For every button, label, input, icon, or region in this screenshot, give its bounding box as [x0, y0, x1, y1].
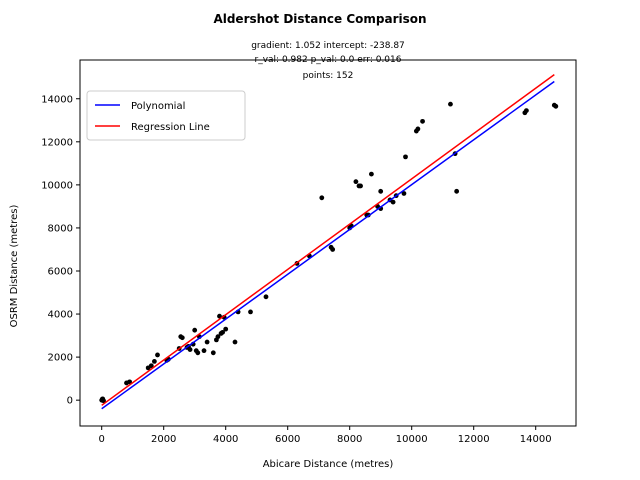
data-point	[217, 313, 222, 319]
x-axis: 0 2000 4000 6000 8000 10000 12000 14000	[99, 426, 552, 445]
data-point	[195, 350, 201, 356]
plot-frame	[79, 59, 577, 427]
legend-label-regression: Regression Line	[131, 122, 210, 133]
data-point	[223, 326, 229, 332]
x-tick-label: 14000	[520, 434, 552, 445]
polynomial-line	[101, 80, 555, 410]
y-axis: 0 2000 4000 6000 8000 10000 12000 14000	[41, 94, 80, 407]
data-point	[378, 188, 384, 194]
data-point	[192, 327, 198, 333]
x-axis-label: Abicare Distance (metres)	[263, 459, 394, 470]
data-point	[179, 335, 185, 341]
data-point	[454, 188, 460, 194]
legend-label-polynomial: Polynomial	[131, 101, 185, 112]
y-tick-label: 4000	[48, 310, 73, 321]
x-tick-label: 2000	[151, 434, 176, 445]
data-point	[232, 339, 238, 345]
data-point	[420, 118, 425, 124]
data-point	[553, 103, 559, 109]
data-point	[148, 363, 154, 369]
legend-box	[86, 90, 246, 141]
data-point	[415, 126, 421, 132]
x-tick-label: 0	[99, 434, 105, 445]
y-tick-label: 6000	[48, 266, 73, 277]
data-point	[403, 154, 408, 160]
y-axis-label: OSRM Distance (metres)	[9, 205, 20, 328]
data-point	[353, 179, 359, 185]
y-tick-label: 14000	[41, 94, 73, 105]
y-tick-label: 10000	[41, 180, 73, 191]
data-point	[369, 171, 374, 177]
chart-title: Aldershot Distance Comparison	[213, 12, 426, 26]
plot-area	[99, 74, 559, 410]
x-tick-label: 6000	[275, 434, 300, 445]
data-point	[100, 396, 106, 402]
data-point	[215, 334, 221, 340]
data-point	[187, 347, 193, 352]
x-tick-label: 10000	[396, 434, 428, 445]
data-point	[248, 309, 253, 315]
data-point	[390, 199, 396, 205]
data-point	[401, 191, 407, 196]
y-tick-label: 8000	[48, 223, 73, 234]
legend: Polynomial Regression Line	[86, 90, 246, 141]
data-point	[358, 183, 363, 189]
data-point	[204, 339, 210, 345]
x-tick-label: 12000	[458, 434, 490, 445]
data-point	[127, 379, 132, 385]
data-point	[330, 247, 336, 252]
y-tick-label: 0	[67, 396, 73, 407]
data-point	[220, 329, 226, 335]
regression-line	[101, 74, 555, 406]
stats-line-3: points: 152	[303, 71, 354, 81]
x-tick-label: 4000	[213, 434, 238, 445]
data-point	[155, 352, 160, 358]
data-point	[319, 195, 325, 201]
y-tick-label: 12000	[41, 137, 73, 148]
data-point	[201, 348, 207, 354]
stats-line-1: gradient: 1.052 intercept: -238.87	[251, 41, 405, 51]
data-point	[448, 101, 453, 107]
y-tick-label: 2000	[48, 353, 73, 364]
data-point	[524, 108, 529, 113]
data-point	[210, 350, 216, 356]
x-tick-label: 8000	[337, 434, 362, 445]
data-point	[152, 359, 157, 364]
data-point	[263, 294, 269, 300]
